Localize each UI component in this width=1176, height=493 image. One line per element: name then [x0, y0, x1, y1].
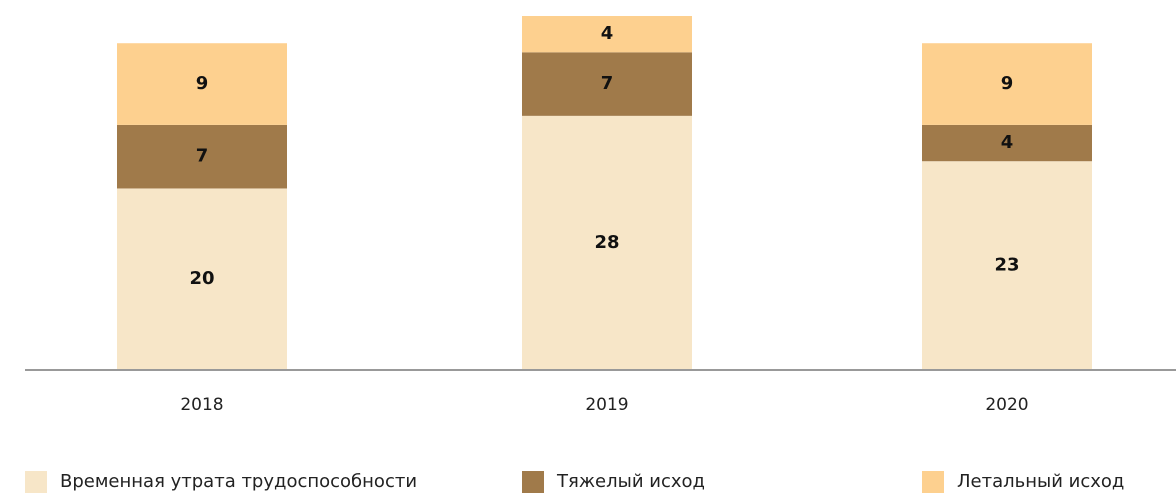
- legend-label: Временная утрата трудоспособности: [60, 471, 417, 492]
- bar-segment: [922, 43, 1092, 125]
- value-label: 9: [196, 73, 209, 94]
- bar-segment: [922, 161, 1092, 370]
- bar-segment: [522, 115, 692, 370]
- value-label: 4: [601, 23, 614, 44]
- legend-label: Летальный исход: [957, 471, 1124, 492]
- legend-label: Тяжелый исход: [556, 471, 705, 492]
- value-label: 23: [994, 255, 1019, 276]
- value-label: 28: [594, 232, 619, 253]
- x-tick-label: 2019: [585, 395, 628, 415]
- legend-swatch: [25, 471, 47, 493]
- bar-segment: [117, 188, 287, 370]
- value-label: 20: [189, 268, 214, 289]
- bar-segment: [922, 124, 1092, 162]
- x-tick-label: 2020: [985, 395, 1028, 415]
- value-label: 7: [601, 73, 614, 94]
- legend-swatch: [922, 471, 944, 493]
- bar-segment: [522, 16, 692, 53]
- bar-segment: [117, 43, 287, 125]
- value-label: 4: [1001, 132, 1014, 153]
- value-label: 9: [1001, 73, 1014, 94]
- legend-swatch: [522, 471, 544, 493]
- x-tick-label: 2018: [180, 395, 223, 415]
- bar-segment: [117, 124, 287, 189]
- value-label: 7: [196, 146, 209, 167]
- bar-segment: [522, 52, 692, 116]
